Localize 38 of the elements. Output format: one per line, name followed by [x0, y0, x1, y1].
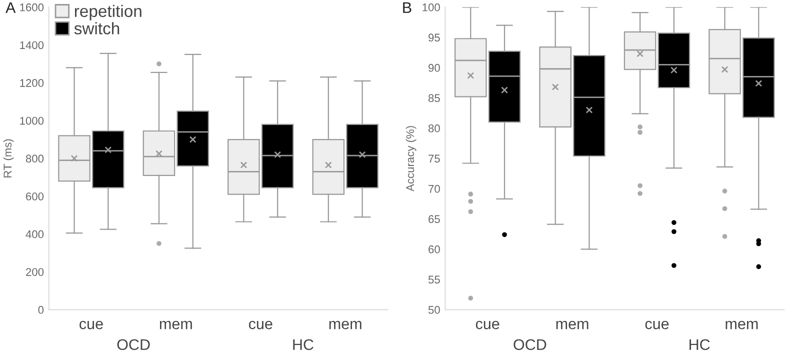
y-tick-label: 1400 [20, 41, 44, 50]
y-tick-label: 65 [428, 215, 440, 224]
y-tick-label: 50 [428, 306, 440, 314]
text: OCD [117, 339, 150, 350]
legend-label: switch [74, 22, 120, 34]
y-tick-label: 55 [428, 276, 440, 284]
x-tick-label: cue [248, 320, 272, 330]
x-tick-label: mem [160, 320, 192, 330]
y-tick-label: 80 [428, 124, 440, 132]
x-tick-label: cue [80, 320, 103, 330]
x-tick-label: cue [476, 320, 500, 330]
y-tick-label: 400 [26, 230, 44, 238]
x-tick-label: mem [556, 320, 588, 330]
y-tick-label: 70 [428, 184, 440, 193]
y-tick-label: 0 [38, 306, 44, 314]
text: A [6, 2, 16, 13]
y-axis-title: Accuracy (%) [406, 126, 416, 192]
text: HC [690, 339, 710, 350]
y-tick-label: 60 [428, 245, 440, 254]
y-tick-label: 1000 [20, 116, 44, 125]
y-tick-label: 1200 [20, 79, 44, 87]
y-tick-label: 90 [428, 64, 440, 72]
y-tick-label: 800 [26, 154, 44, 163]
y-tick-label: 200 [26, 268, 44, 276]
x-tick-label: cue [645, 320, 669, 330]
y-tick-label: 75 [428, 154, 440, 163]
text: HC [293, 339, 314, 350]
text: OCD [514, 339, 546, 350]
y-tick-label: 1600 [20, 3, 44, 12]
x-tick-label: mem [726, 320, 758, 330]
y-tick-label: 100 [422, 3, 440, 12]
legend-label: repetition [74, 4, 142, 20]
y-tick-label: 95 [428, 34, 440, 42]
x-tick-label: mem [329, 320, 362, 330]
y-tick-label: 85 [428, 94, 440, 102]
text: B [403, 2, 412, 13]
y-tick-label: 600 [26, 192, 44, 200]
y-axis-title: RT (ms) [3, 139, 14, 178]
